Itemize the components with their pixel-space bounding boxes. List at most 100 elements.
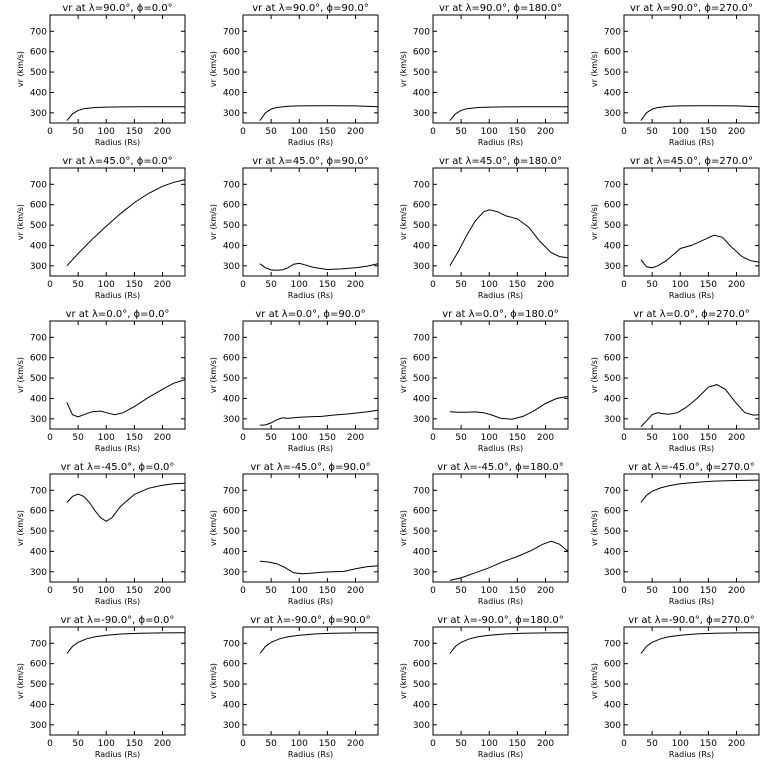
x-tick-label: 150 — [319, 586, 336, 596]
subplot-9: vr at λ=0.0°, ϕ=0.0° 0 50 100 150 200 300 400 50… — [16, 309, 186, 453]
y-tick-label: 700 — [223, 333, 240, 343]
x-tick-label: 50 — [265, 433, 277, 443]
x-tick-label: 50 — [646, 433, 658, 443]
x-tick-label: 200 — [154, 127, 171, 137]
y-tick-label: 400 — [413, 547, 430, 557]
subplot-1: vr at λ=90.0°, ϕ=0.0° 0 50 100 150 200 300 400 5… — [16, 3, 186, 147]
series-line — [640, 234, 760, 269]
y-axis-label: vr (km/s) — [16, 663, 25, 699]
x-tick-label: 200 — [154, 280, 171, 290]
x-axis-label: Radius (Rs) — [478, 291, 523, 300]
subplot-title: vr at λ=90.0°, ϕ=90.0° — [252, 3, 369, 14]
y-tick-label: 700 — [30, 486, 47, 496]
y-tick-label: 600 — [604, 48, 621, 58]
y-tick-label: 400 — [30, 547, 47, 557]
x-tick-label: 0 — [240, 739, 246, 749]
x-tick-label: 100 — [291, 586, 308, 596]
y-tick-label: 300 — [604, 568, 621, 578]
x-tick-label: 50 — [646, 280, 658, 290]
x-tick-label: 150 — [509, 586, 526, 596]
x-tick-label: 150 — [700, 127, 717, 137]
y-axis-label: vr (km/s) — [16, 357, 25, 393]
x-tick-label: 200 — [728, 739, 745, 749]
y-tick-label: 600 — [30, 48, 47, 58]
x-tick-label: 100 — [291, 127, 308, 137]
subplot-3: vr at λ=90.0°, ϕ=180.0° 0 50 100 150 200 300 40… — [399, 3, 569, 147]
y-tick-label: 400 — [413, 700, 430, 710]
y-tick-label: 300 — [30, 721, 47, 731]
x-axis-label: Radius (Rs) — [95, 597, 140, 606]
plot-frame — [49, 14, 186, 124]
x-tick-label: 0 — [240, 127, 246, 137]
y-tick-label: 600 — [413, 507, 430, 517]
subplot-title: vr at λ=0.0°, ϕ=90.0° — [255, 309, 365, 320]
plot-frame — [49, 473, 186, 583]
y-tick-label: 700 — [413, 180, 430, 190]
y-axis-label: vr (km/s) — [16, 510, 25, 546]
subplot-title: vr at λ=90.0°, ϕ=0.0° — [62, 3, 172, 14]
y-tick-label: 600 — [223, 354, 240, 364]
subplot-2: vr at λ=90.0°, ϕ=90.0° 0 50 100 150 200 300 400… — [209, 3, 379, 147]
y-tick-label: 600 — [30, 354, 47, 364]
x-tick-label: 150 — [700, 280, 717, 290]
x-tick-label: 0 — [430, 739, 436, 749]
y-tick-label: 300 — [223, 721, 240, 731]
y-tick-label: 500 — [604, 680, 621, 690]
y-tick-label: 400 — [223, 547, 240, 557]
x-axis-label: Radius (Rs) — [288, 750, 333, 759]
y-tick-label: 400 — [413, 88, 430, 98]
plot-frame — [432, 626, 569, 736]
plot-frame — [623, 320, 760, 430]
x-tick-label: 50 — [455, 586, 467, 596]
y-tick-label: 400 — [223, 241, 240, 251]
y-tick-label: 700 — [604, 27, 621, 37]
y-tick-label: 700 — [604, 333, 621, 343]
subplot-title: vr at λ=-45.0°, ϕ=90.0° — [250, 462, 370, 473]
subplot-title: vr at λ=-90.0°, ϕ=270.0° — [628, 615, 755, 626]
subplot-title: vr at λ=0.0°, ϕ=180.0° — [442, 309, 559, 320]
x-tick-label: 150 — [319, 280, 336, 290]
x-tick-label: 150 — [509, 739, 526, 749]
series-line — [449, 209, 569, 267]
y-tick-label: 300 — [604, 109, 621, 119]
x-tick-label: 150 — [126, 586, 143, 596]
x-tick-label: 200 — [347, 739, 364, 749]
plot-frame — [242, 473, 379, 583]
subplot-14: vr at λ=-45.0°, ϕ=90.0° 0 50 100 150 200 300 40… — [209, 462, 379, 606]
x-tick-label: 150 — [509, 127, 526, 137]
y-tick-label: 500 — [413, 68, 430, 78]
y-tick-label: 500 — [223, 68, 240, 78]
subplot-title: vr at λ=-45.0°, ϕ=270.0° — [628, 462, 755, 473]
x-tick-label: 50 — [72, 280, 84, 290]
y-tick-label: 500 — [604, 68, 621, 78]
y-tick-label: 700 — [30, 639, 47, 649]
subplot-19: vr at λ=-90.0°, ϕ=180.0° 0 50 100 150 200 300 4… — [399, 615, 569, 759]
x-tick-label: 150 — [319, 127, 336, 137]
x-tick-label: 50 — [265, 280, 277, 290]
y-tick-label: 500 — [223, 374, 240, 384]
y-tick-label: 500 — [413, 374, 430, 384]
y-axis-label: vr (km/s) — [590, 204, 599, 240]
subplot-15: vr at λ=-45.0°, ϕ=180.0° 0 50 100 150 200 300 4… — [399, 462, 569, 606]
x-tick-label: 100 — [481, 127, 498, 137]
y-tick-label: 500 — [604, 221, 621, 231]
series-line — [259, 409, 379, 426]
x-axis-label: Radius (Rs) — [288, 138, 333, 147]
y-axis-label: vr (km/s) — [399, 510, 408, 546]
x-tick-label: 0 — [47, 586, 53, 596]
x-tick-label: 50 — [265, 739, 277, 749]
y-tick-label: 600 — [30, 660, 47, 670]
x-tick-label: 100 — [672, 127, 689, 137]
x-axis-label: Radius (Rs) — [478, 138, 523, 147]
x-tick-label: 50 — [72, 586, 84, 596]
x-tick-label: 100 — [672, 586, 689, 596]
y-tick-label: 600 — [223, 507, 240, 517]
x-axis-label: Radius (Rs) — [669, 750, 714, 759]
x-tick-label: 100 — [481, 586, 498, 596]
y-tick-label: 500 — [223, 221, 240, 231]
x-axis-label: Radius (Rs) — [669, 138, 714, 147]
y-tick-label: 700 — [30, 333, 47, 343]
y-tick-label: 500 — [223, 680, 240, 690]
y-tick-label: 400 — [604, 241, 621, 251]
y-tick-label: 300 — [223, 568, 240, 578]
